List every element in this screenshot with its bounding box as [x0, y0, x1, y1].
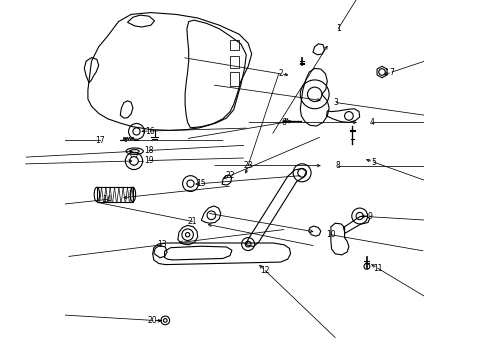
Text: 7: 7	[389, 68, 394, 77]
Text: 2: 2	[278, 69, 282, 78]
Text: 22: 22	[225, 171, 234, 180]
Text: 21: 21	[187, 217, 197, 226]
Text: 10: 10	[325, 230, 335, 239]
Bar	[230, 40, 239, 50]
Text: 3: 3	[333, 98, 338, 107]
Bar	[230, 72, 239, 86]
Text: 16: 16	[145, 127, 155, 136]
Text: 17: 17	[95, 136, 104, 145]
Text: 18: 18	[144, 146, 154, 155]
Text: 9: 9	[366, 212, 371, 221]
Text: 8: 8	[335, 161, 340, 170]
Bar	[230, 56, 239, 68]
Text: 12: 12	[260, 266, 269, 275]
Text: 13: 13	[157, 240, 166, 249]
Text: 1: 1	[335, 24, 340, 33]
Text: 14: 14	[102, 195, 112, 204]
Text: 23: 23	[243, 161, 252, 170]
Text: 20: 20	[147, 316, 157, 325]
Text: 6: 6	[281, 118, 286, 127]
Text: 4: 4	[369, 118, 374, 127]
Text: 5: 5	[370, 158, 375, 166]
Text: 15: 15	[196, 179, 205, 188]
Bar	[97, 187, 133, 202]
Text: 19: 19	[143, 156, 153, 165]
Text: 11: 11	[372, 264, 382, 273]
